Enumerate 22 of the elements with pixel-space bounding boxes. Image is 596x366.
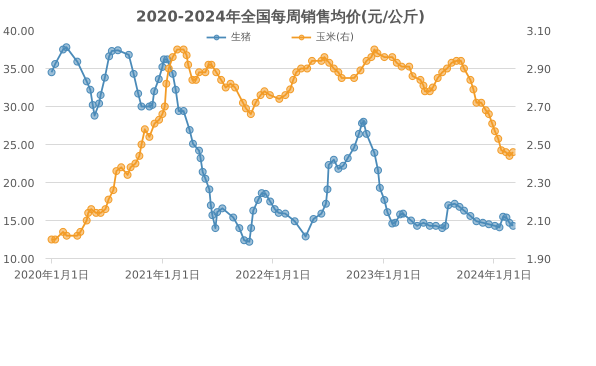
y2-tick-label: 2.30 xyxy=(526,177,551,190)
y-tick-label: 15.00 xyxy=(3,215,35,228)
x-tick-label: 2022年1月1日 xyxy=(235,268,310,282)
y-tick-label: 40.00 xyxy=(3,25,35,38)
x-tick-label: 2023年1月1日 xyxy=(346,268,421,282)
y2-tick-label: 1.90 xyxy=(526,253,551,266)
y2-tick-label: 2.50 xyxy=(526,139,551,152)
y2-tick-label: 3.10 xyxy=(526,25,551,38)
y-tick-label: 25.00 xyxy=(3,139,35,152)
y-tick-label: 10.00 xyxy=(3,253,35,266)
x-tick-label: 2024年1月1日 xyxy=(456,268,532,282)
legend-label: 玉米(右) xyxy=(316,30,354,44)
x-tick-label: 2021年1月1日 xyxy=(124,268,200,282)
legend-label: 生猪 xyxy=(231,30,252,44)
y2-tick-label: 2.90 xyxy=(526,63,551,76)
y-tick-label: 30.00 xyxy=(3,101,35,114)
y2-tick-label: 2.10 xyxy=(526,215,551,228)
y-tick-label: 35.00 xyxy=(3,63,35,76)
x-tick-label: 2020年1月1日 xyxy=(14,268,90,282)
y2-tick-label: 2.70 xyxy=(526,101,551,114)
chart-title: 2020-2024年全国每周销售均价(元/公斤) xyxy=(136,8,425,26)
y-tick-label: 20.00 xyxy=(3,177,35,190)
